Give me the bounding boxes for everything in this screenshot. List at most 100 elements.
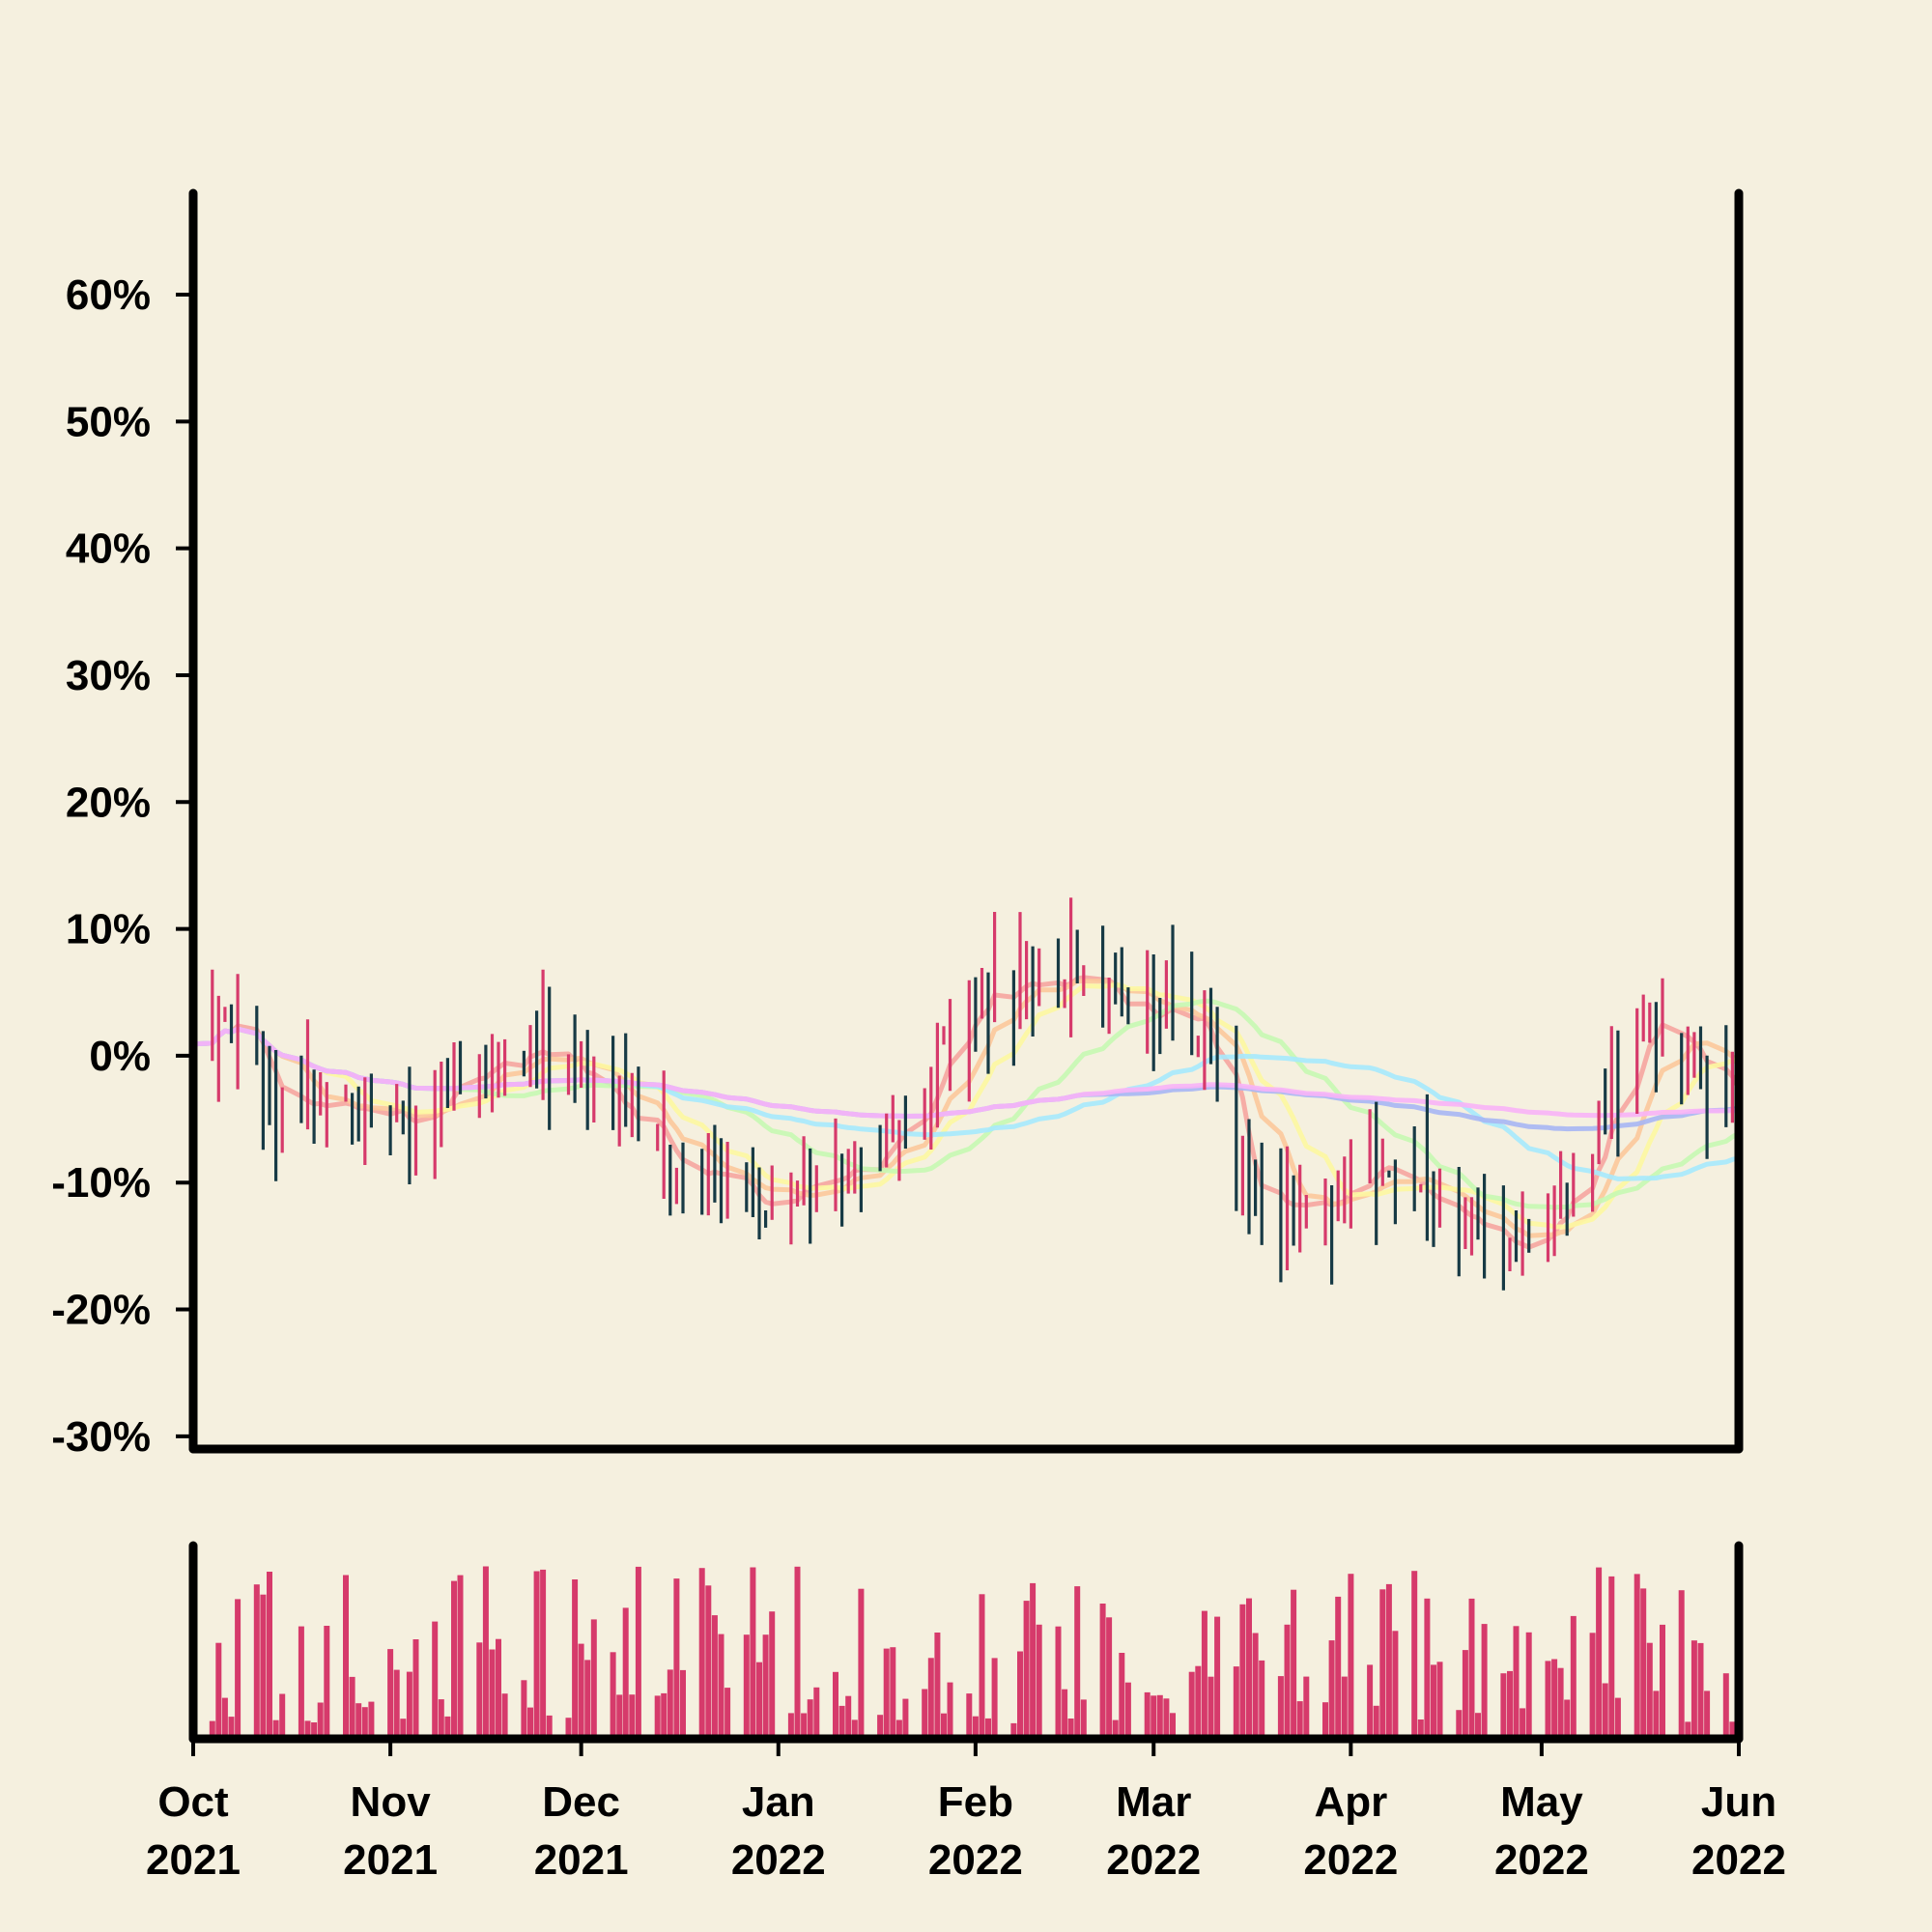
- volume-bar: [1690, 1640, 1697, 1739]
- volume-bar: [540, 1569, 547, 1739]
- volume-bar: [787, 1713, 794, 1739]
- volume-bar: [1373, 1705, 1379, 1739]
- volume-bar: [578, 1643, 584, 1739]
- volume-bar: [438, 1699, 444, 1739]
- y-tick-label: -20%: [51, 1287, 151, 1334]
- volume-bar: [851, 1719, 858, 1739]
- volume-bar: [1411, 1571, 1418, 1739]
- volume-bar: [1291, 1589, 1297, 1739]
- x-tick-label-year: 2022: [1106, 1836, 1201, 1884]
- volume-bar: [1475, 1713, 1481, 1739]
- volume-bar: [1106, 1617, 1113, 1739]
- volume-bar: [991, 1658, 998, 1739]
- volume-bar: [1017, 1651, 1023, 1739]
- volume-bar: [750, 1567, 756, 1739]
- volume-bar: [1195, 1665, 1202, 1739]
- volume-bar: [444, 1716, 451, 1739]
- x-tick-label-month: Dec: [542, 1778, 620, 1826]
- volume-bar: [1170, 1713, 1176, 1739]
- volume-bar: [311, 1722, 318, 1739]
- volume-bar: [1080, 1699, 1087, 1739]
- x-tick-label-month: Feb: [938, 1778, 1013, 1826]
- volume-bar: [1722, 1673, 1729, 1739]
- volume-bar: [1653, 1690, 1660, 1739]
- volume-bar: [972, 1716, 979, 1739]
- volume-bar: [343, 1575, 349, 1739]
- volume-bar: [533, 1571, 540, 1739]
- x-tick-label-month: Apr: [1314, 1778, 1387, 1826]
- volume-bar: [1614, 1697, 1621, 1739]
- volume-bar: [705, 1585, 712, 1739]
- volume-bar: [1246, 1598, 1252, 1739]
- volume-bar: [858, 1588, 865, 1739]
- volume-bar: [546, 1715, 553, 1739]
- volume-panel: Oct 2021 Nov 2021 Dec 2021 Jan 2022 Feb 2022 Mar 20…: [146, 1541, 1786, 1884]
- volume-bar: [654, 1695, 661, 1739]
- volume-bar: [527, 1707, 533, 1739]
- y-tick-label: 20%: [66, 779, 151, 826]
- volume-bar: [833, 1671, 838, 1739]
- x-axis-ticks: Oct 2021 Nov 2021 Dec 2021 Jan 2022 Feb 2022 Mar 20…: [146, 1739, 1786, 1884]
- volume-bar: [1634, 1574, 1640, 1739]
- volume-bar: [1284, 1624, 1291, 1739]
- volume-bar: [1640, 1588, 1647, 1739]
- volume-bar: [1030, 1582, 1037, 1739]
- volume-bar: [1036, 1624, 1042, 1739]
- volume-bar: [489, 1649, 496, 1739]
- volume-bar: [883, 1648, 890, 1739]
- volume-bar: [221, 1697, 228, 1739]
- volume-bar: [432, 1621, 439, 1739]
- volume-bar: [1507, 1670, 1513, 1739]
- y-tick-label: 40%: [66, 526, 151, 573]
- volume-bar: [661, 1692, 668, 1739]
- volume-bar: [1462, 1650, 1468, 1739]
- volume-bar: [698, 1568, 705, 1739]
- volume-bar: [1055, 1626, 1062, 1739]
- volume-bar: [215, 1642, 222, 1739]
- y-axis-ticks: -30% -20% -10% 0% 10% 20% 30% 40% 50% 60%: [51, 271, 193, 1461]
- volume-bar: [324, 1626, 330, 1739]
- volume-bar: [845, 1695, 852, 1739]
- volume-bar: [565, 1718, 572, 1739]
- volume-bar: [1520, 1708, 1526, 1739]
- volume-bar: [724, 1688, 731, 1739]
- volume-bar: [387, 1649, 394, 1739]
- volume-bar: [622, 1607, 629, 1739]
- x-tick-label-year: 2021: [146, 1836, 241, 1884]
- volume-bar: [1328, 1640, 1335, 1739]
- volume-bar: [934, 1633, 941, 1739]
- volume-bar: [1010, 1722, 1017, 1739]
- volume-bar: [1023, 1601, 1030, 1739]
- y-tick-label: -10%: [51, 1159, 151, 1207]
- volume-bar: [1201, 1610, 1208, 1739]
- y-tick-label: 50%: [66, 398, 151, 445]
- volume-bar: [1099, 1604, 1106, 1739]
- volume-bar: [1545, 1661, 1551, 1739]
- volume-bar: [260, 1594, 267, 1739]
- volume-bar: [1678, 1590, 1685, 1739]
- volume-bar: [1513, 1626, 1520, 1739]
- price-panel: -30% -20% -10% 0% 10% 20% 30% 40% 50% 60%: [51, 188, 1744, 1461]
- volume-bar: [743, 1634, 750, 1739]
- volume-bar: [349, 1676, 355, 1739]
- x-tick-label-month: Jun: [1701, 1778, 1776, 1826]
- volume-bar: [368, 1701, 375, 1739]
- volume-bar: [1385, 1583, 1392, 1739]
- volume-bar: [1481, 1624, 1488, 1739]
- volume-bar: [985, 1718, 991, 1739]
- ohlc-bars: [191, 897, 1741, 1291]
- volume-bar: [711, 1615, 718, 1739]
- volume-bar: [922, 1689, 928, 1739]
- volume-bar: [584, 1660, 591, 1739]
- x-tick-label-month: Nov: [351, 1778, 432, 1826]
- volume-bar: [1596, 1567, 1603, 1739]
- volume-bar: [1456, 1710, 1463, 1739]
- volume-bar: [610, 1652, 616, 1739]
- volume-bar: [1348, 1574, 1354, 1739]
- volume-bar: [927, 1658, 934, 1739]
- volume-bar: [1685, 1721, 1691, 1739]
- volume-bar: [361, 1707, 368, 1739]
- volume-bar: [1646, 1642, 1653, 1739]
- volume-bar: [807, 1699, 813, 1739]
